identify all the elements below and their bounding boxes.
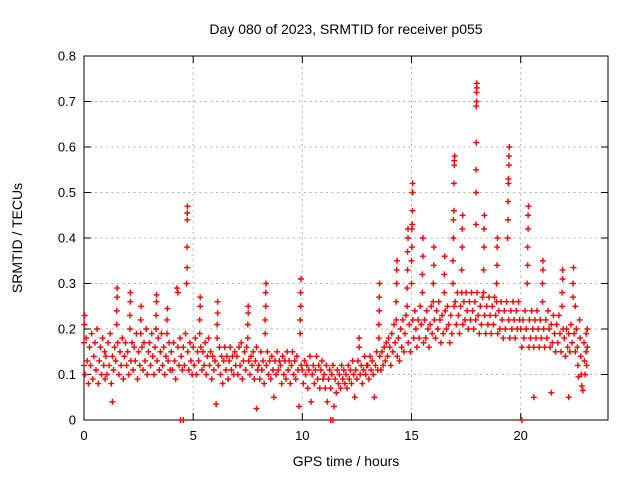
y-tick-label: 0.2 <box>58 322 76 337</box>
y-tick-label: 0 <box>69 413 76 428</box>
y-tick-label: 0.4 <box>58 231 76 246</box>
y-tick-label: 0.1 <box>58 367 76 382</box>
x-tick-label: 10 <box>295 428 309 443</box>
x-axis-label: GPS time / hours <box>292 453 400 469</box>
y-tick-label: 0.6 <box>58 140 76 155</box>
x-tick-label: 15 <box>404 428 418 443</box>
x-tick-label: 5 <box>190 428 197 443</box>
x-tick-label: 0 <box>80 428 87 443</box>
x-tick-label: 20 <box>513 428 527 443</box>
y-tick-label: 0.5 <box>58 185 76 200</box>
tick-labels: 0 5 10 15 20 0 0.1 0.2 0.3 0.4 0.5 0.6 0.7 0.8 <box>58 49 528 444</box>
y-tick-label: 0.8 <box>58 49 76 64</box>
chart-title: Day 080 of 2023, SRMTID for receiver p05… <box>209 21 483 37</box>
grid-lines <box>84 56 608 420</box>
y-tick-label: 0.7 <box>58 94 76 109</box>
y-tick-label: 0.3 <box>58 276 76 291</box>
data-points <box>81 80 591 423</box>
